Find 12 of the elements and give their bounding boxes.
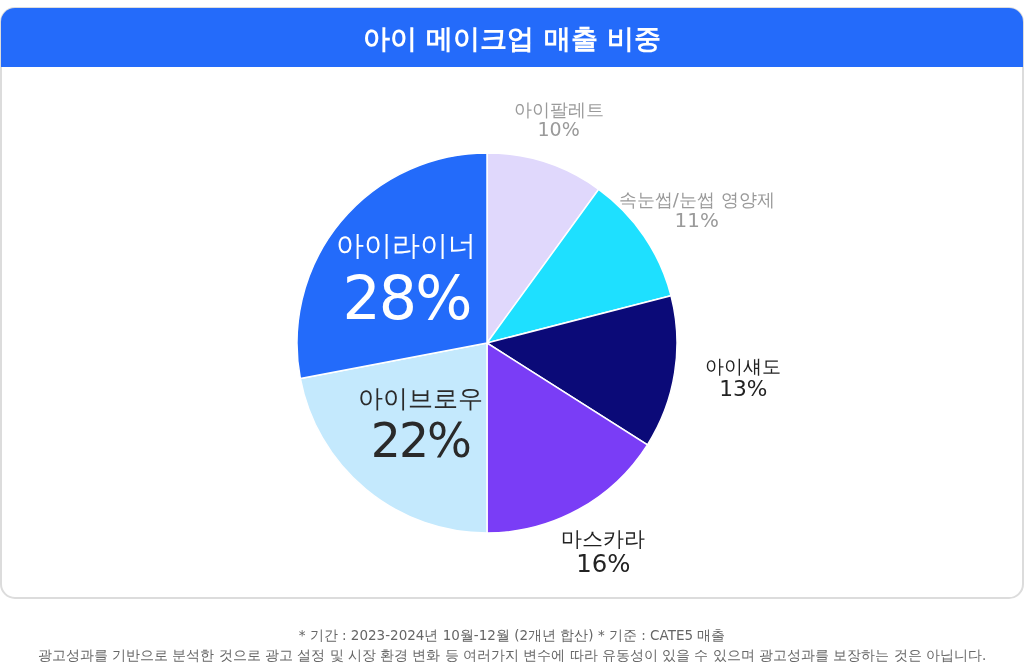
data-label: 22% bbox=[370, 412, 471, 468]
slice-label: 속눈썹/눈썹 영양제 bbox=[618, 188, 775, 210]
chart-title: 아이 메이크업 매출 비중 bbox=[362, 23, 662, 54]
data-label: 11% bbox=[674, 208, 719, 232]
text: * 기간 : 2023-2024년 10월-12월 (2개년 합산) * 기준 : CATE5 매출 bbox=[298, 627, 726, 643]
slice-label: 아이팔레트 bbox=[513, 99, 604, 120]
data-label: 28% bbox=[342, 262, 471, 333]
slice-label: 아이라이너 bbox=[336, 229, 477, 263]
data-label: 16% bbox=[576, 548, 631, 578]
slice-label: 아이브로우 bbox=[357, 383, 483, 413]
text: 광고성과를 기반으로 분석한 것으로 광고 설정 및 시장 환경 변화 등 여러가지 변수에 따라 유동성이 있을 수 있으며 광고성과를 보장하는 것은 아닙니다. bbox=[37, 647, 987, 663]
slice-label: 마스카라 bbox=[561, 526, 646, 551]
